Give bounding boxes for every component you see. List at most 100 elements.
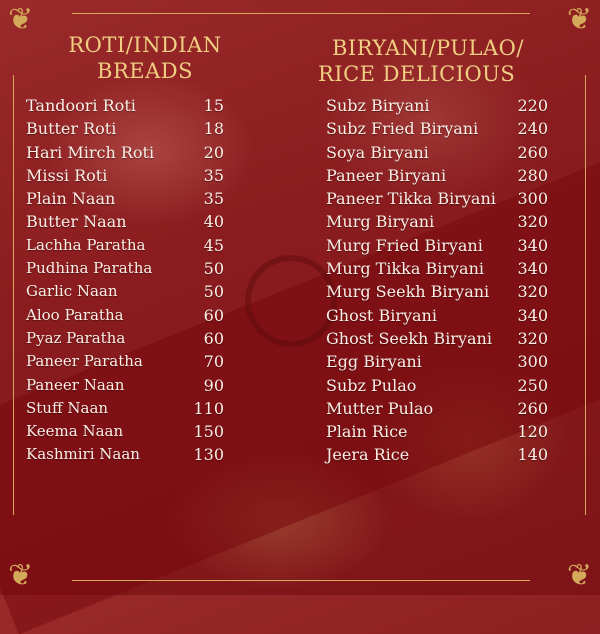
menu-item: Paneer Biryani 280 (326, 164, 548, 187)
item-name: Egg Biryani (326, 352, 422, 372)
item-price: 320 (517, 282, 548, 302)
item-price: 50 (203, 282, 224, 302)
item-name: Murg Seekh Biryani (326, 282, 490, 302)
title-line: ROTI/INDIAN (68, 33, 222, 57)
item-price: 40 (203, 212, 224, 232)
item-name: Paneer Paratha (26, 352, 143, 371)
item-price: 340 (517, 259, 548, 279)
item-name: Butter Roti (26, 119, 117, 139)
right-menu-list: Subz Biryani 220 Subz Fried Biryani 240 Soya… (326, 94, 548, 467)
title-line: RICE DELICIOUS (318, 62, 516, 86)
item-price: 45 (203, 235, 224, 255)
item-name: Stuff Naan (26, 398, 109, 417)
item-name: Butter Naan (26, 212, 127, 232)
menu-item: Hari Mirch Roti 20 (26, 141, 224, 164)
menu-item: Murg Fried Biryani 340 (326, 234, 548, 257)
item-name: Subz Pulao (326, 375, 417, 395)
item-price: 110 (193, 398, 224, 418)
frame-bottom (72, 580, 530, 581)
menu-item: Mutter Pulao 260 (326, 397, 548, 420)
item-price: 320 (517, 212, 548, 232)
item-name: Tandoori Roti (26, 96, 136, 115)
menu-item: Plain Naan 35 (26, 187, 224, 210)
item-price: 150 (193, 422, 224, 442)
item-price: 300 (517, 189, 548, 209)
item-name: Aloo Paratha (26, 305, 124, 324)
item-price: 70 (203, 352, 224, 372)
frame-top (72, 13, 530, 14)
item-name: Ghost Biryani (326, 305, 437, 325)
item-name: Plain Naan (26, 189, 116, 209)
item-price: 240 (517, 119, 548, 139)
watermark-logo (245, 255, 337, 347)
item-name: Garlic Naan (26, 282, 118, 301)
item-price: 90 (203, 375, 224, 395)
menu-item: Murg Biryani 320 (326, 210, 548, 233)
menu-item: Subz Pulao 250 (326, 374, 548, 397)
item-price: 18 (203, 119, 224, 139)
item-name: Lachha Paratha (26, 235, 146, 254)
item-name: Hari Mirch Roti (26, 142, 155, 162)
ornament-icon: ❦ (8, 558, 34, 593)
menu-item: Subz Biryani 220 (326, 94, 548, 117)
menu-item: Ghost Biryani 340 (326, 304, 548, 327)
item-price: 20 (203, 142, 224, 162)
item-price: 300 (517, 352, 548, 372)
menu-item: Paneer Paratha 70 (26, 350, 224, 373)
item-name: Paneer Tikka Biryani (326, 189, 496, 209)
item-price: 250 (517, 375, 548, 395)
item-name: Jeera Rice (326, 445, 410, 465)
title-line: BREADS (97, 59, 193, 83)
menu-item: Paneer Naan 90 (26, 374, 224, 397)
item-price: 35 (203, 189, 224, 209)
item-price: 220 (517, 96, 548, 115)
item-name: Pudhina Paratha (26, 259, 153, 278)
item-price: 340 (517, 235, 548, 255)
menu-item: Stuff Naan 110 (26, 397, 224, 420)
ornament-icon: ❦ (8, 2, 34, 37)
left-section-title: ROTI/INDIAN BREADS (40, 32, 250, 84)
item-name: Keema Naan (26, 422, 124, 441)
item-price: 50 (203, 259, 224, 279)
item-name: Mutter Pulao (326, 398, 434, 418)
item-name: Murg Tikka Biryani (326, 259, 484, 279)
menu-item: Murg Tikka Biryani 340 (326, 257, 548, 280)
item-name: Missi Roti (26, 165, 108, 185)
item-name: Soya Biryani (326, 142, 429, 162)
item-name: Subz Biryani (326, 96, 430, 115)
item-name: Murg Biryani (326, 212, 435, 232)
item-name: Subz Fried Biryani (326, 119, 479, 139)
item-name: Ghost Seekh Biryani (326, 328, 492, 348)
menu-item: Ghost Seekh Biryani 320 (326, 327, 548, 350)
menu-item: Tandoori Roti 15 (26, 94, 224, 117)
item-price: 260 (517, 398, 548, 418)
left-menu-list: Tandoori Roti 15 Butter Roti 18 Hari Mirch R… (26, 94, 224, 467)
ornament-icon: ❦ (566, 558, 592, 593)
item-price: 340 (517, 305, 548, 325)
item-price: 35 (203, 165, 224, 185)
item-name: Kashmiri Naan (26, 445, 140, 464)
item-price: 280 (517, 165, 548, 185)
item-name: Pyaz Paratha (26, 328, 126, 347)
item-name: Paneer Biryani (326, 165, 447, 185)
item-price: 140 (517, 445, 548, 465)
menu-item: Soya Biryani 260 (326, 141, 548, 164)
menu-item: Murg Seekh Biryani 320 (326, 280, 548, 303)
item-price: 120 (517, 422, 548, 442)
menu-item: Paneer Tikka Biryani 300 (326, 187, 548, 210)
menu-item: Butter Roti 18 (26, 117, 224, 140)
menu-item: Butter Naan 40 (26, 210, 224, 233)
item-price: 130 (193, 445, 224, 465)
item-name: Plain Rice (326, 422, 408, 442)
menu-item: Egg Biryani 300 (326, 350, 548, 373)
menu-item: Lachha Paratha 45 (26, 234, 224, 257)
item-price: 60 (203, 305, 224, 325)
item-price: 320 (517, 328, 548, 348)
frame-left (13, 75, 14, 515)
menu-item: Garlic Naan 50 (26, 280, 224, 303)
item-price: 60 (203, 328, 224, 348)
item-price: 15 (203, 96, 224, 115)
frame-right (585, 75, 586, 515)
menu-item: Plain Rice 120 (326, 420, 548, 443)
item-name: Paneer Naan (26, 375, 125, 394)
